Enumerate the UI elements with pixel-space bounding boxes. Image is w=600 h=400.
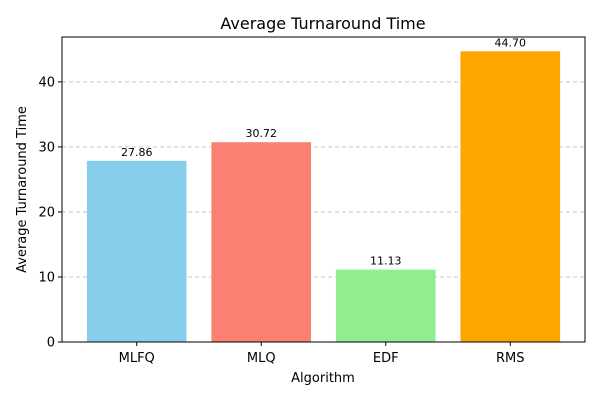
bar-mlfq [86,160,187,342]
x-axis-ticks: MLFQ MLQ EDF RMS [119,342,525,366]
y-axis-label: Average Turnaround Time [15,106,30,273]
y-tick-label: 20 [38,205,55,220]
plot-frame [61,36,586,343]
bar-mlq [211,142,312,342]
x-tick-label: EDF [373,351,399,366]
y-tick-label: 40 [38,75,55,90]
bars [86,51,561,342]
y-tick-label: 0 [47,336,55,351]
value-label: 44.70 [495,36,527,49]
value-label: 27.86 [121,146,153,159]
y-axis-ticks: 0 10 20 30 40 [38,75,62,351]
x-tick-label: RMS [496,351,525,366]
y-tick-label: 10 [38,270,55,285]
bar-rms [460,51,561,342]
value-label: 11.13 [370,255,402,268]
chart-title: Average Turnaround Time [220,14,425,33]
y-tick-label: 30 [38,140,55,155]
value-labels: 27.86 30.72 11.13 44.70 [121,36,526,267]
bar-edf [335,269,436,342]
x-tick-label: MLQ [247,351,276,366]
x-axis-label: Algorithm [291,371,355,386]
value-label: 30.72 [245,127,277,140]
x-tick-label: MLFQ [119,351,155,366]
